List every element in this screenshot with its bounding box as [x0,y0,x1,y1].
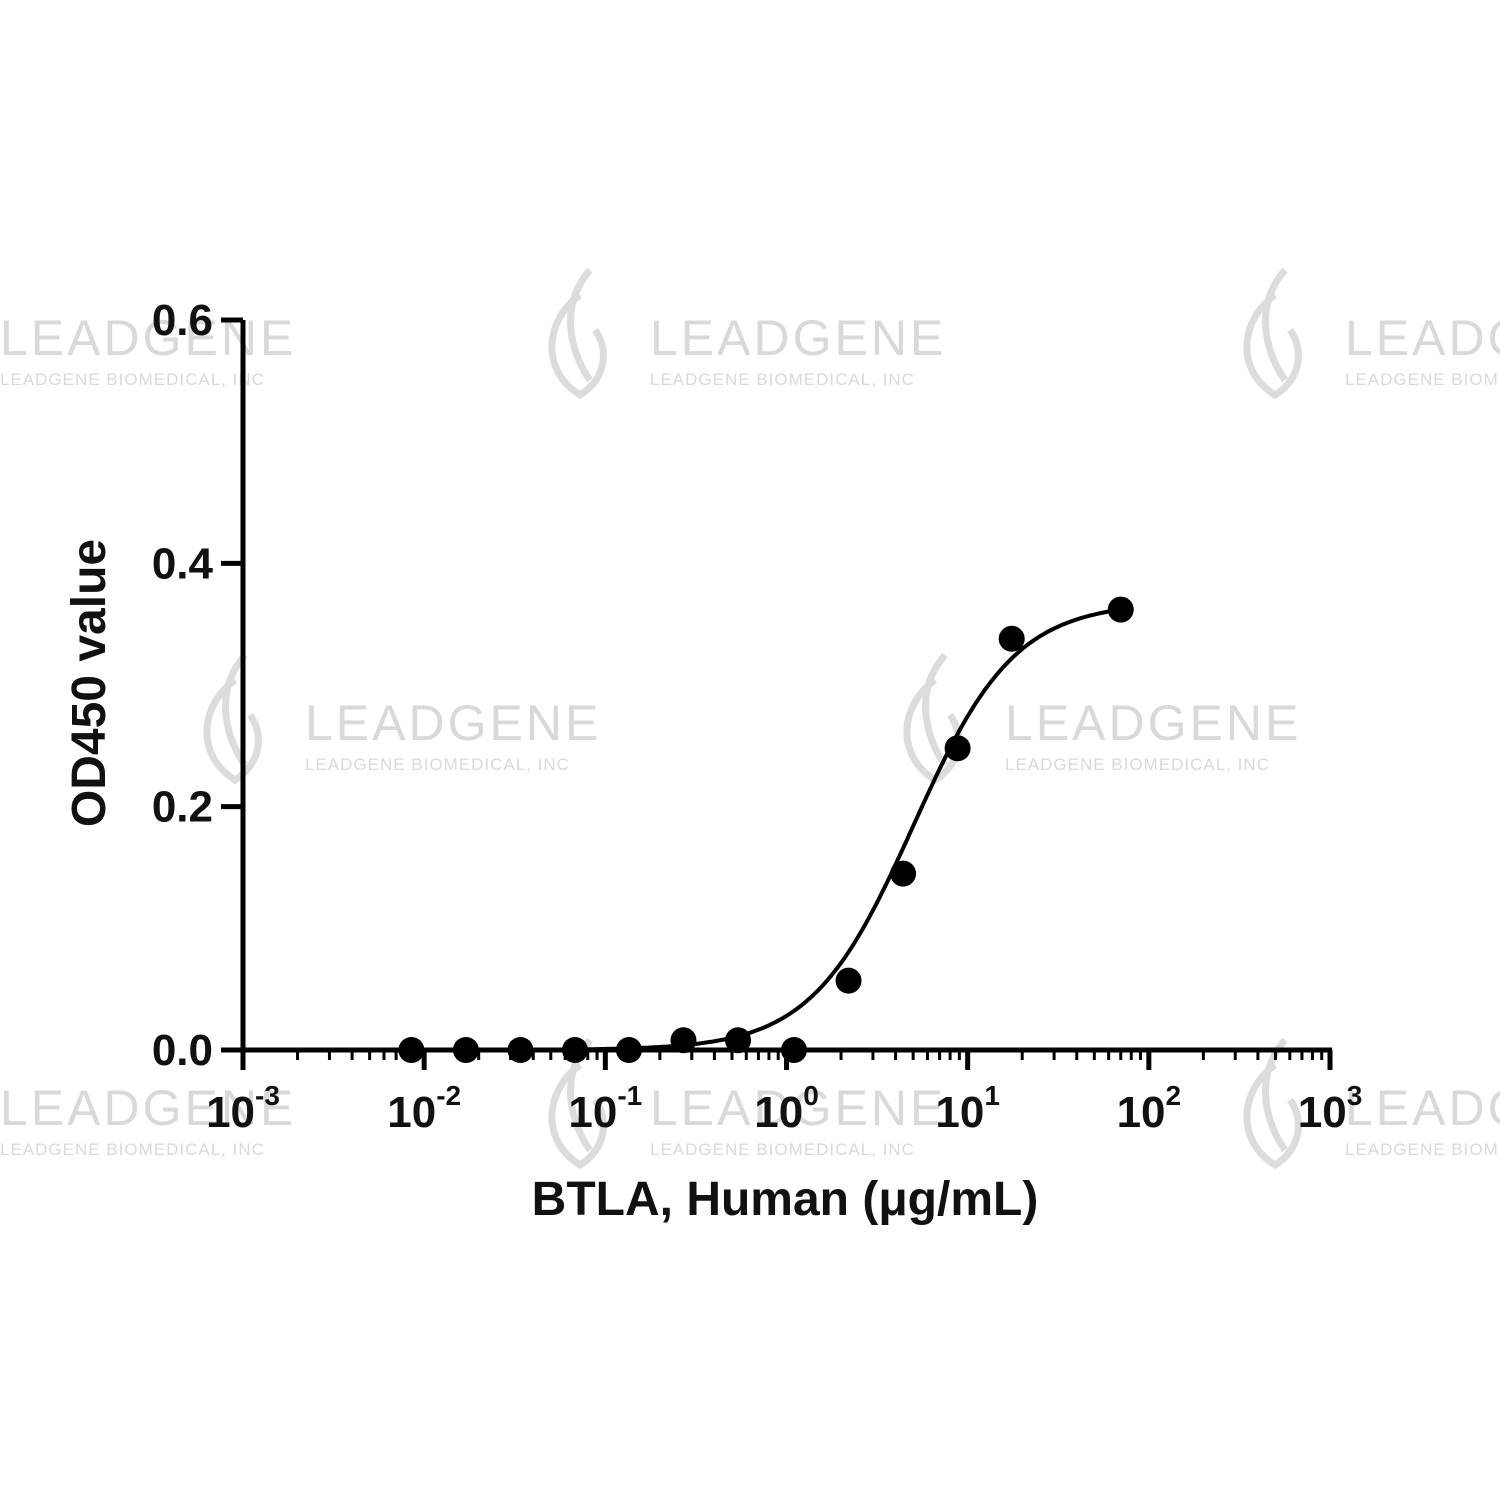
leaf-logo-icon [548,267,607,400]
data-point [944,735,971,762]
watermark: LEADGENE LEADGENE BIOMEDICAL, INC [1243,1037,1500,1170]
data-point [670,1027,697,1054]
watermark-brand: LEADGENE [1345,1080,1500,1136]
watermark-brand: LEADGENE [1345,310,1500,366]
watermark-subtext: LEADGENE BIOMEDICAL, INC [305,755,570,774]
x-tick-label: 100 [754,1080,819,1137]
x-tick-label: 103 [1298,1080,1363,1137]
watermark: LEADGENE LEADGENE BIOMEDICAL, INC [548,267,946,400]
data-point [615,1037,642,1063]
watermark: LEADGENE LEADGENE BIOMEDICAL, INC [548,1037,946,1170]
watermark-subtext: LEADGENE BIOMEDICAL, INC [1345,370,1500,389]
y-axis-ticks: 0.0 0.2 0.4 0.6 [152,296,243,1075]
x-tick-label: 10-1 [568,1080,642,1137]
leaf-logo-icon [203,652,262,785]
data-point [507,1037,534,1063]
x-tick-label: 10-2 [387,1080,461,1137]
watermark: LEADGENE LEADGENE BIOMEDICAL, INC [1243,267,1500,400]
data-points [398,596,1134,1063]
x-axis-title: BTLA, Human (μg/mL) [532,1173,1039,1226]
watermark-brand: LEADGENE [0,310,296,366]
x-tick-label: 102 [1117,1080,1182,1137]
watermark-brand: LEADGENE [1005,695,1301,751]
data-point [452,1037,479,1063]
data-point [780,1037,807,1063]
watermark-subtext: LEADGENE BIOMEDICAL, INC [1345,1140,1500,1159]
data-point [835,967,862,994]
data-point [561,1037,588,1063]
fit-curve [565,607,1122,1052]
y-tick-label: 0.0 [152,1026,213,1075]
x-tick-label: 101 [935,1080,1000,1137]
data-point [398,1037,425,1063]
y-tick-label: 0.2 [152,783,213,832]
data-point [998,625,1025,652]
y-axis-title: OD450 value [63,539,116,827]
watermark-subtext: LEADGENE BIOMEDICAL, INC [650,370,915,389]
watermark-subtext: LEADGENE BIOMEDICAL, INC [0,1140,265,1159]
watermark: LEADGENE LEADGENE BIOMEDICAL, INC [903,652,1301,785]
watermark-brand: LEADGENE [305,695,601,751]
watermark: LEADGENE LEADGENE BIOMEDICAL, INC [203,652,601,785]
x-tick-label: 10-3 [206,1080,280,1137]
watermark: LEADGENE LEADGENE BIOMEDICAL, INC [0,1080,296,1159]
leaf-logo-icon [1243,267,1302,400]
watermark-subtext: LEADGENE BIOMEDICAL, INC [1005,755,1270,774]
watermark: LEADGENE LEADGENE BIOMEDICAL, INC [0,310,296,389]
data-point [1107,596,1134,623]
watermark-brand: LEADGENE [650,1080,946,1136]
leaf-logo-icon [903,652,962,785]
y-tick-label: 0.6 [152,296,213,345]
watermark-subtext: LEADGENE BIOMEDICAL, INC [650,1140,915,1159]
watermark-subtext: LEADGENE BIOMEDICAL, INC [0,370,265,389]
data-point [890,860,917,887]
watermark-brand: LEADGENE [650,310,946,366]
y-tick-label: 0.4 [152,539,214,588]
watermark-brand: LEADGENE [0,1080,296,1136]
data-point [725,1027,752,1054]
x-axis-ticks: 10-3 10-2 10-1 100 101 102 103 [206,1050,1362,1137]
